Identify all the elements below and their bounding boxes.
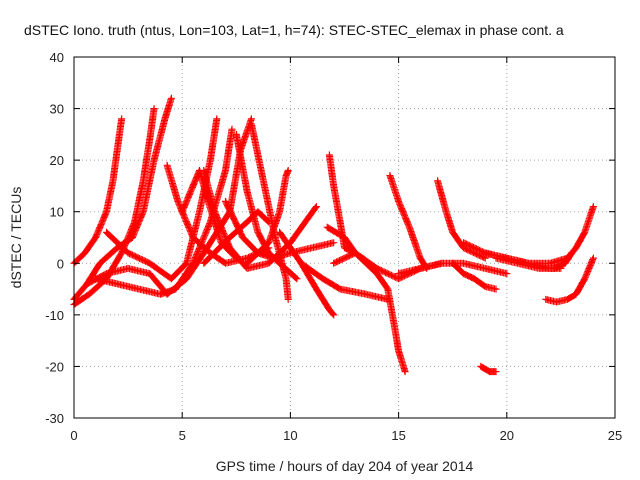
grid xyxy=(74,57,615,418)
chart-title: dSTEC Iono. truth (ntus, Lon=103, Lat=1,… xyxy=(24,22,564,38)
x-tick-label: 15 xyxy=(391,428,405,443)
y-tick-label: 10 xyxy=(50,205,64,220)
x-tick-label: 20 xyxy=(500,428,514,443)
series-12 xyxy=(243,167,292,267)
series-15 xyxy=(297,259,338,319)
series-21 xyxy=(395,259,511,278)
data-layer xyxy=(70,94,597,376)
y-tick-label: 30 xyxy=(50,102,64,117)
series-20 xyxy=(434,177,489,262)
x-tick-label: 0 xyxy=(70,428,77,443)
series-markers xyxy=(386,172,431,272)
series-23 xyxy=(477,362,500,376)
series-27 xyxy=(542,254,597,306)
series-markers xyxy=(449,259,500,293)
y-tick-label: -20 xyxy=(45,359,64,374)
series-17 xyxy=(323,223,409,376)
y-tick-label: 20 xyxy=(50,153,64,168)
series-markers xyxy=(297,259,338,319)
series-markers xyxy=(434,177,489,262)
y-tick-label: 0 xyxy=(57,256,64,271)
plot-frame xyxy=(73,56,616,419)
series-14 xyxy=(276,228,392,303)
series-markers xyxy=(200,208,273,267)
series-markers xyxy=(323,223,409,376)
series-markers xyxy=(178,167,240,262)
series-13 xyxy=(200,208,273,267)
tick-layer: 0 5 10 15 20 25 -30 -20 -10 0 10 20 30 40 xyxy=(45,50,622,443)
x-tick-label: 5 xyxy=(179,428,186,443)
y-tick-label: 40 xyxy=(50,50,64,65)
y-tick-label: -10 xyxy=(45,308,64,323)
series-markers xyxy=(492,249,576,272)
x-tick-label: 25 xyxy=(608,428,622,443)
series-markers xyxy=(395,259,511,278)
series-markers xyxy=(243,167,292,267)
series-7 xyxy=(178,167,240,262)
y-tick-label: -30 xyxy=(45,411,64,426)
series-markers xyxy=(276,228,392,303)
series-26 xyxy=(492,249,576,272)
x-tick-label: 10 xyxy=(283,428,297,443)
x-axis-label: GPS time / hours of day 204 of year 2014 xyxy=(216,458,474,474)
series-markers xyxy=(542,254,597,306)
series-markers xyxy=(477,362,500,376)
series-22 xyxy=(449,259,500,293)
y-axis-label: dSTEC / TECUs xyxy=(8,187,24,289)
series-19 xyxy=(386,172,431,272)
